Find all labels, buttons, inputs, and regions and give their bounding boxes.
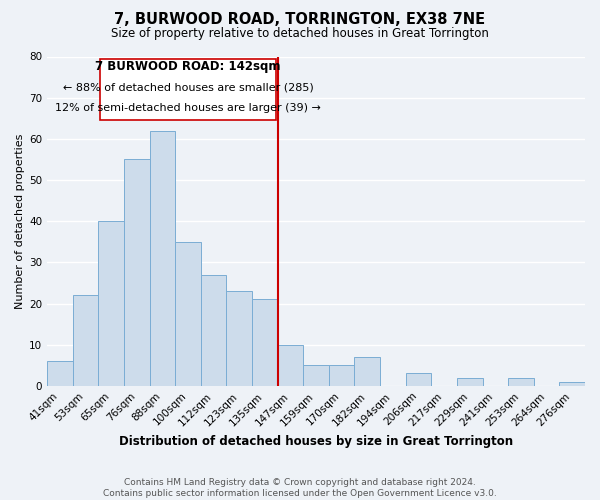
Bar	[355, 357, 380, 386]
Bar	[303, 366, 329, 386]
Bar	[457, 378, 482, 386]
Bar	[175, 242, 201, 386]
Text: ← 88% of detached houses are smaller (285): ← 88% of detached houses are smaller (28…	[62, 82, 313, 92]
Bar	[47, 361, 73, 386]
Bar	[508, 378, 534, 386]
Text: Size of property relative to detached houses in Great Torrington: Size of property relative to detached ho…	[111, 28, 489, 40]
Text: 7 BURWOOD ROAD: 142sqm: 7 BURWOOD ROAD: 142sqm	[95, 60, 281, 74]
Bar	[201, 274, 226, 386]
Bar	[226, 291, 252, 386]
FancyBboxPatch shape	[100, 58, 277, 120]
Text: 12% of semi-detached houses are larger (39) →: 12% of semi-detached houses are larger (…	[55, 103, 321, 113]
Bar	[149, 130, 175, 386]
Y-axis label: Number of detached properties: Number of detached properties	[15, 134, 25, 309]
Bar	[278, 344, 303, 386]
Bar	[559, 382, 585, 386]
Bar	[98, 221, 124, 386]
Bar	[252, 300, 278, 386]
Text: 7, BURWOOD ROAD, TORRINGTON, EX38 7NE: 7, BURWOOD ROAD, TORRINGTON, EX38 7NE	[115, 12, 485, 28]
Bar	[124, 160, 149, 386]
X-axis label: Distribution of detached houses by size in Great Torrington: Distribution of detached houses by size …	[119, 434, 513, 448]
Bar	[406, 374, 431, 386]
Bar	[73, 296, 98, 386]
Bar	[329, 366, 355, 386]
Text: Contains HM Land Registry data © Crown copyright and database right 2024.
Contai: Contains HM Land Registry data © Crown c…	[103, 478, 497, 498]
